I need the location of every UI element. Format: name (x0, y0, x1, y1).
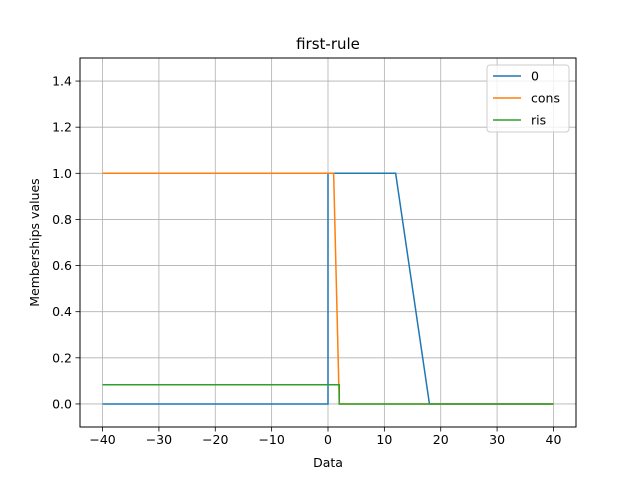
series-line-ris (102, 384, 554, 405)
legend-label: 0 (531, 69, 539, 84)
legend-box (486, 64, 570, 133)
y-axis-ticks: 0.0 0.2 0.4 0.6 0.8 1.0 1.2 1.4 (52, 74, 80, 411)
legend-label: cons (531, 91, 560, 106)
x-tick-label: −20 (202, 432, 228, 447)
y-tick-label: 1.2 (52, 120, 72, 135)
chart-title: first-rule (296, 35, 360, 53)
series-lines (102, 172, 554, 405)
y-tick-label: 0.0 (52, 396, 72, 411)
y-tick-label: 0.4 (52, 304, 72, 319)
y-tick-label: 0.2 (52, 350, 72, 365)
x-tick-label: 0 (324, 432, 332, 447)
x-tick-label: 10 (376, 432, 392, 447)
x-tick-label: 30 (489, 432, 505, 447)
y-tick-label: 1.0 (52, 166, 72, 181)
x-axis-label: Data (313, 455, 343, 470)
y-tick-label: 0.6 (52, 258, 72, 273)
y-axis-label: Memberships values (27, 178, 42, 306)
x-tick-label: 20 (433, 432, 449, 447)
x-tick-label: −10 (258, 432, 284, 447)
x-axis-ticks: −40 −30 −20 −10 0 10 20 30 40 (89, 427, 561, 447)
x-tick-label: 40 (546, 432, 562, 447)
legend-label: ris (531, 113, 546, 128)
y-tick-label: 0.8 (52, 212, 72, 227)
series-line-0 (102, 172, 554, 405)
x-tick-label: −30 (146, 432, 172, 447)
y-tick-label: 1.4 (52, 74, 72, 89)
x-tick-label: −40 (89, 432, 115, 447)
legend: 0 cons ris (486, 64, 570, 133)
